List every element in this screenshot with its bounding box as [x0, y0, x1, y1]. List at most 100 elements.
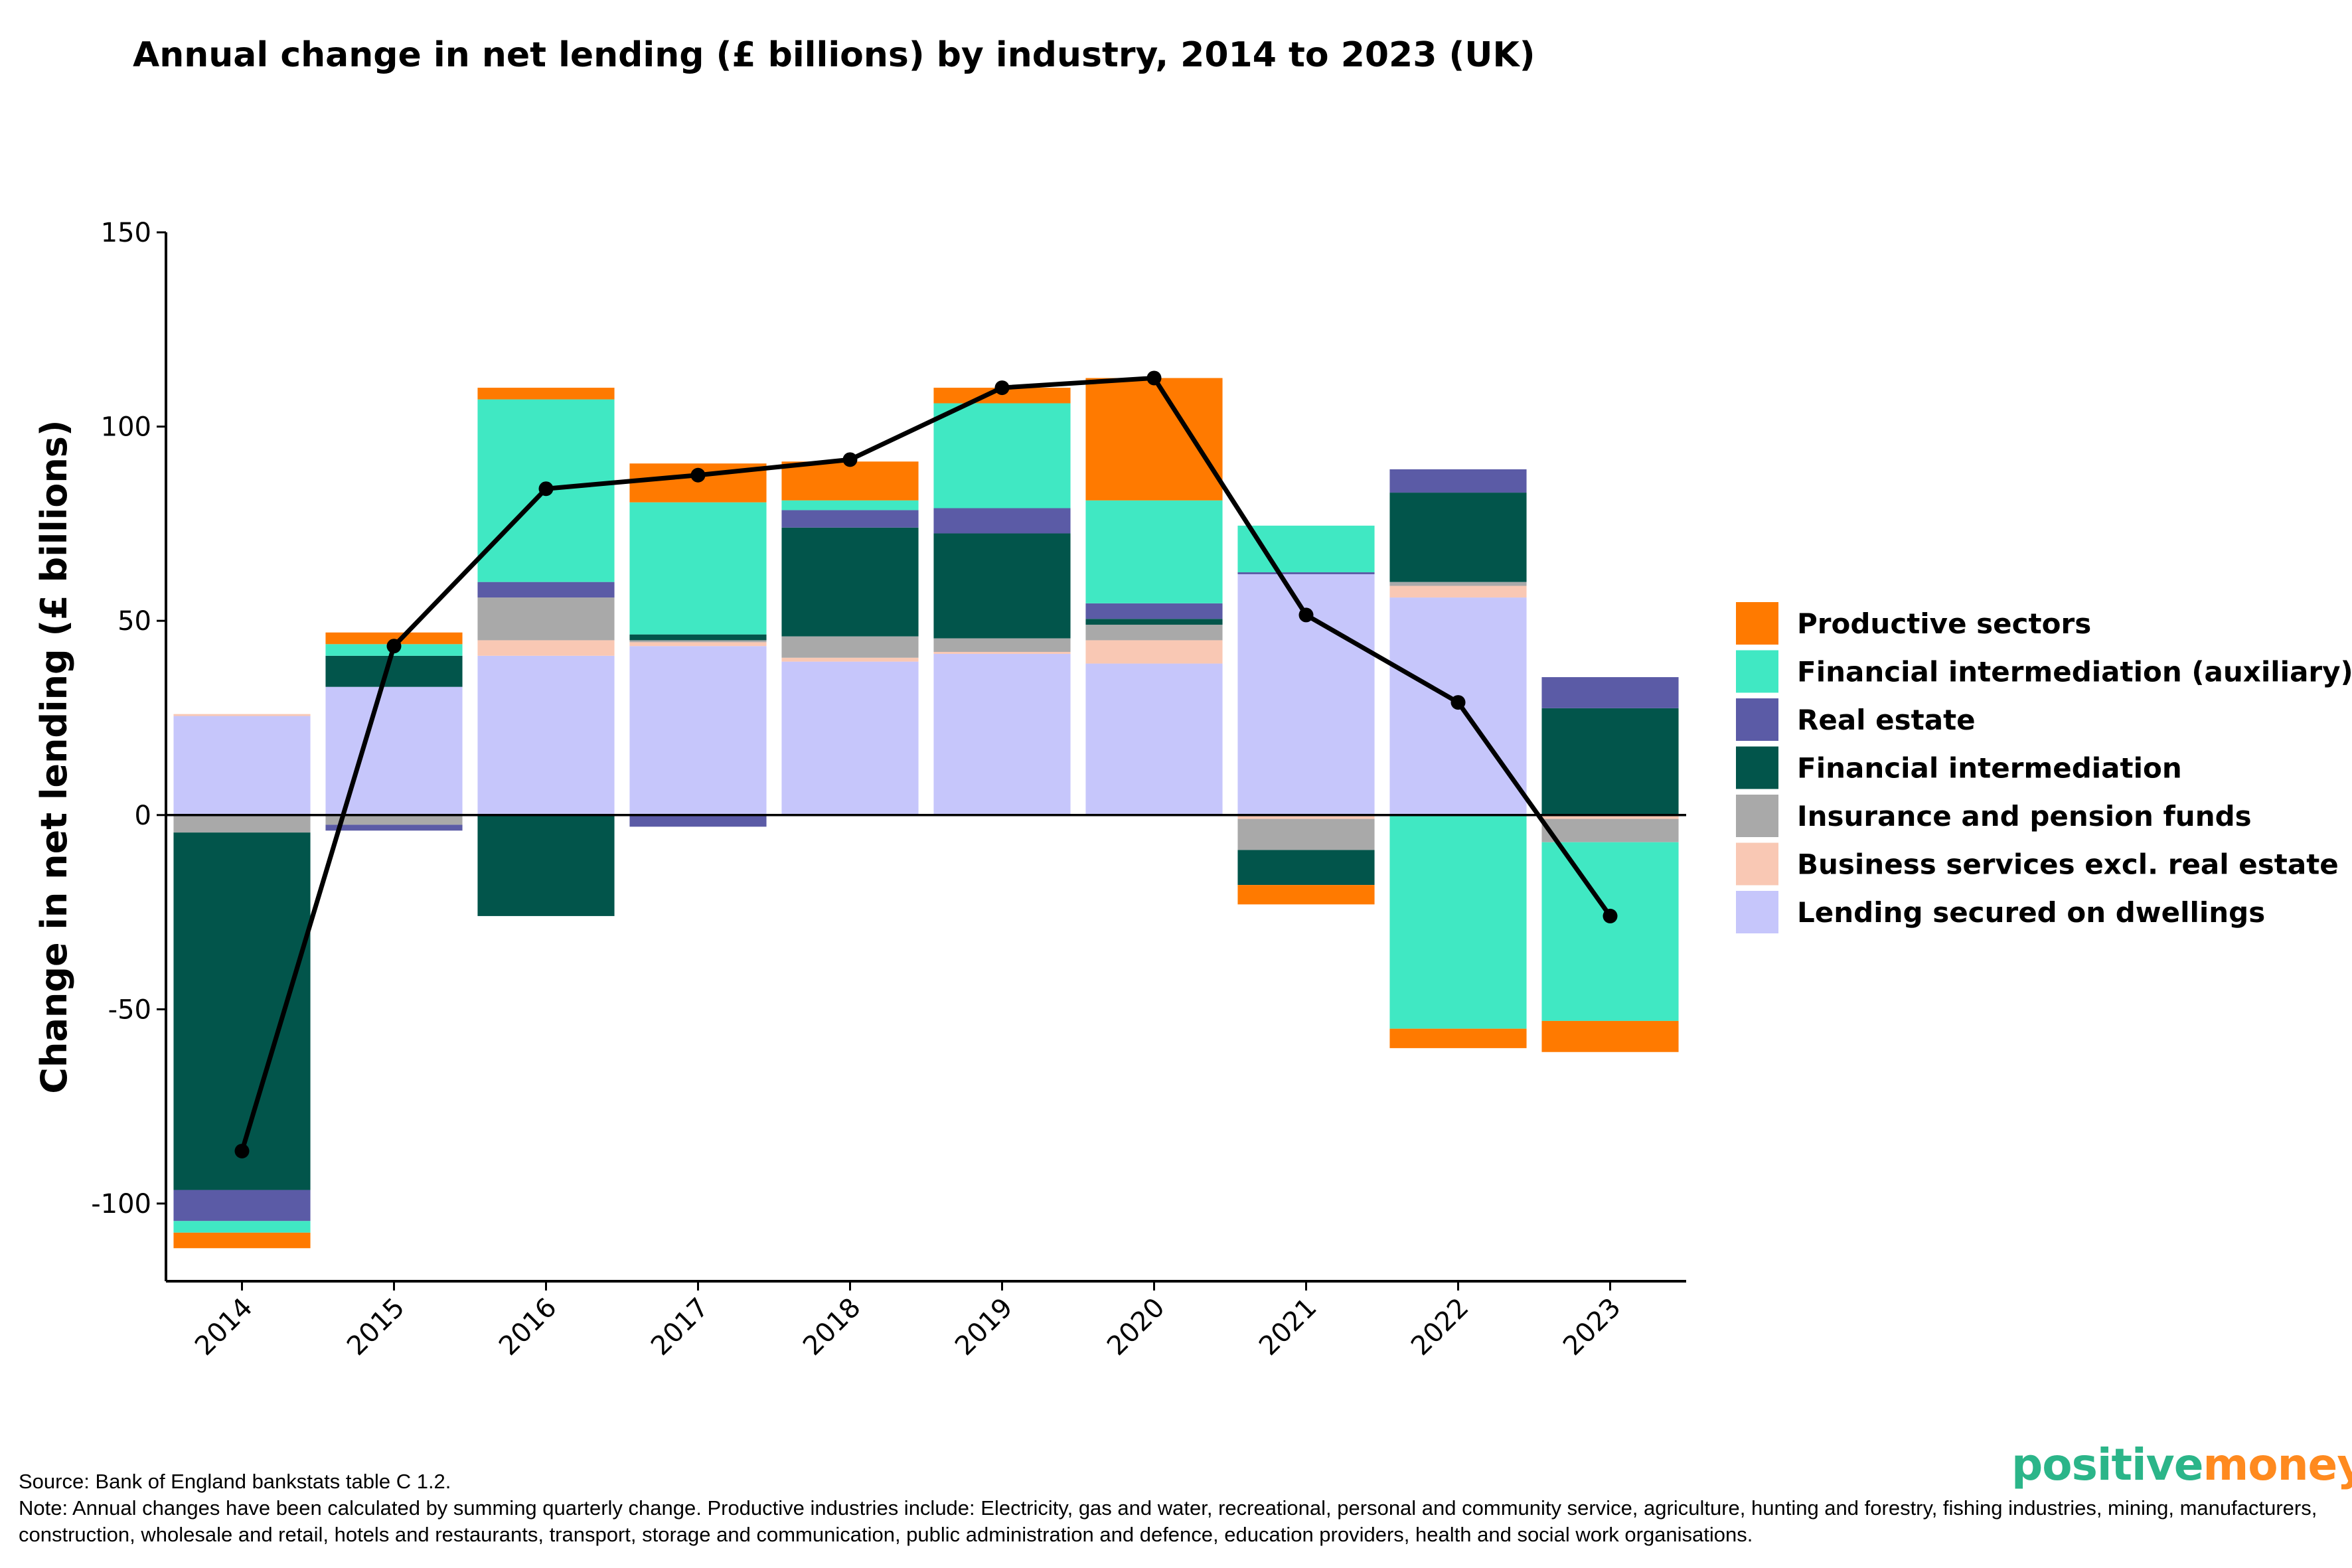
legend-label-financial-intermediation: Financial intermediation — [1797, 752, 2182, 785]
legend-swatch-lending-secured-on-dwellings — [1736, 891, 1778, 933]
bar-productive-sectors-2015 — [325, 632, 463, 645]
legend-label-productive-sectors: Productive sectors — [1797, 607, 2091, 640]
total-point-2014 — [234, 1143, 250, 1158]
bar-lending-secured-on-dwellings-2014 — [173, 716, 311, 815]
bar-insurance-and-pension-funds-2019 — [933, 638, 1071, 652]
bar-productive-sectors-2016 — [477, 388, 615, 400]
bar-business-services-excl-real-estate-2021 — [1237, 815, 1375, 819]
x-tick-label-2023: 2023 — [1557, 1293, 1627, 1362]
total-line — [240, 375, 1612, 1152]
bar-financial-intermediation-auxiliary-2022 — [1389, 815, 1527, 1029]
y-tick-label--100: -100 — [91, 1189, 151, 1219]
source-note: Source: Bank of England bankstats table … — [19, 1470, 451, 1493]
bar-business-services-excl-real-estate-2023 — [1541, 815, 1679, 819]
bar-lending-secured-on-dwellings-2020 — [1085, 663, 1223, 815]
positive-money-logo: positivemoney — [2011, 1439, 2352, 1490]
x-tick-label-2021: 2021 — [1253, 1293, 1323, 1362]
bar-financial-intermediation-2016 — [477, 815, 615, 916]
legend-swatch-productive-sectors — [1736, 602, 1778, 645]
legend-label-real-estate: Real estate — [1797, 704, 1976, 736]
bar-financial-intermediation-auxiliary-2017 — [629, 502, 767, 635]
bar-business-services-excl-real-estate-2017 — [629, 642, 767, 647]
bar-insurance-and-pension-funds-2021 — [1237, 819, 1375, 850]
bar-business-services-excl-real-estate-2018 — [781, 657, 919, 662]
bar-productive-sectors-2019 — [933, 388, 1071, 404]
bar-insurance-and-pension-funds-2014 — [173, 815, 311, 833]
bar-productive-sectors-2021 — [1237, 885, 1375, 905]
legend-label-insurance-and-pension-funds: Insurance and pension funds — [1797, 800, 2252, 832]
bar-financial-intermediation-2022 — [1389, 493, 1527, 582]
bar-financial-intermediation-2014 — [173, 832, 311, 1190]
y-tick-label--50: -50 — [108, 994, 151, 1025]
bar-real-estate-2016 — [477, 582, 615, 598]
x-tick-label-2017: 2017 — [645, 1293, 715, 1362]
y-axis-label: Change in net lending (£ billions) — [33, 420, 75, 1093]
bar-productive-sectors-2022 — [1389, 1028, 1527, 1048]
bar-real-estate-2014 — [173, 1190, 311, 1221]
total-point-2021 — [1298, 607, 1314, 623]
total-point-2023 — [1603, 908, 1618, 923]
bar-business-services-excl-real-estate-2014 — [173, 714, 311, 716]
bar-financial-intermediation-auxiliary-2019 — [933, 403, 1071, 509]
x-tick-label-2016: 2016 — [493, 1293, 563, 1362]
bar-real-estate-2018 — [781, 510, 919, 528]
bar-financial-intermediation-auxiliary-2018 — [781, 500, 919, 510]
bar-real-estate-2020 — [1085, 603, 1223, 619]
bar-financial-intermediation-2021 — [1237, 850, 1375, 886]
legend-swatch-financial-intermediation — [1736, 746, 1778, 789]
bar-insurance-and-pension-funds-2022 — [1389, 582, 1527, 586]
bar-real-estate-2017 — [629, 815, 767, 827]
legend-swatch-financial-intermediation-auxiliary — [1736, 650, 1778, 693]
bar-lending-secured-on-dwellings-2016 — [477, 655, 615, 815]
x-tick-label-2019: 2019 — [949, 1293, 1019, 1362]
y-tick-label-50: 50 — [118, 606, 151, 637]
bar-business-services-excl-real-estate-2016 — [477, 640, 615, 656]
bar-financial-intermediation-auxiliary-2020 — [1085, 500, 1223, 603]
bar-insurance-and-pension-funds-2017 — [629, 640, 767, 643]
bar-lending-secured-on-dwellings-2019 — [933, 653, 1071, 815]
logo-part-positive: positive — [2011, 1439, 2203, 1490]
legend: Productive sectors Financial intermediati… — [1736, 602, 2352, 933]
bar-real-estate-2023 — [1541, 677, 1679, 708]
bar-financial-intermediation-auxiliary-2014 — [173, 1221, 311, 1233]
bar-lending-secured-on-dwellings-2018 — [781, 661, 919, 815]
total-point-2020 — [1146, 370, 1162, 386]
bar-financial-intermediation-2018 — [781, 527, 919, 637]
bar-financial-intermediation-2017 — [629, 634, 767, 641]
bar-financial-intermediation-auxiliary-2021 — [1237, 525, 1375, 573]
bar-financial-intermediation-auxiliary-2023 — [1541, 842, 1679, 1021]
total-point-2022 — [1450, 695, 1466, 710]
bar-insurance-and-pension-funds-2015 — [325, 815, 463, 825]
legend-label-lending-secured-on-dwellings: Lending secured on dwellings — [1797, 896, 2265, 929]
total-point-2017 — [690, 467, 706, 483]
x-tick-label-2015: 2015 — [341, 1293, 411, 1362]
bar-productive-sectors-2014 — [173, 1232, 311, 1249]
y-tick-label-150: 150 — [101, 218, 151, 248]
legend-label-business-services-excl-real-estate: Business services excl. real estate — [1797, 848, 2339, 881]
bar-real-estate-2021 — [1237, 572, 1375, 574]
bar-financial-intermediation-2020 — [1085, 619, 1223, 625]
bar-real-estate-2019 — [933, 508, 1071, 534]
logo-part-money: money — [2203, 1439, 2352, 1490]
bar-real-estate-2022 — [1389, 469, 1527, 493]
x-tick-label-2018: 2018 — [797, 1293, 867, 1362]
methodology-note: Note: Annual changes have been calculate… — [19, 1496, 2317, 1546]
total-point-2019 — [994, 380, 1010, 396]
bar-lending-secured-on-dwellings-2017 — [629, 646, 767, 815]
total-point-2015 — [386, 639, 402, 654]
bar-financial-intermediation-2019 — [933, 533, 1071, 639]
y-tick-label-0: 0 — [135, 801, 151, 831]
x-tick-label-2022: 2022 — [1405, 1293, 1475, 1362]
legend-swatch-business-services-excl-real-estate — [1736, 842, 1778, 886]
legend-label-financial-intermediation-auxiliary: Financial intermediation (auxiliary) — [1797, 656, 2352, 688]
bar-productive-sectors-2018 — [781, 461, 919, 501]
chart-title: Annual change in net lending (£ billions… — [133, 35, 1535, 75]
bar-insurance-and-pension-funds-2023 — [1541, 819, 1679, 842]
legend-swatch-real-estate — [1736, 698, 1778, 741]
total-line-layer — [234, 370, 1618, 1158]
x-tick-label-2020: 2020 — [1101, 1293, 1171, 1362]
bar-lending-secured-on-dwellings-2015 — [325, 686, 463, 815]
bar-financial-intermediation-2023 — [1541, 708, 1679, 815]
bar-insurance-and-pension-funds-2018 — [781, 636, 919, 658]
bar-business-services-excl-real-estate-2019 — [933, 652, 1071, 654]
